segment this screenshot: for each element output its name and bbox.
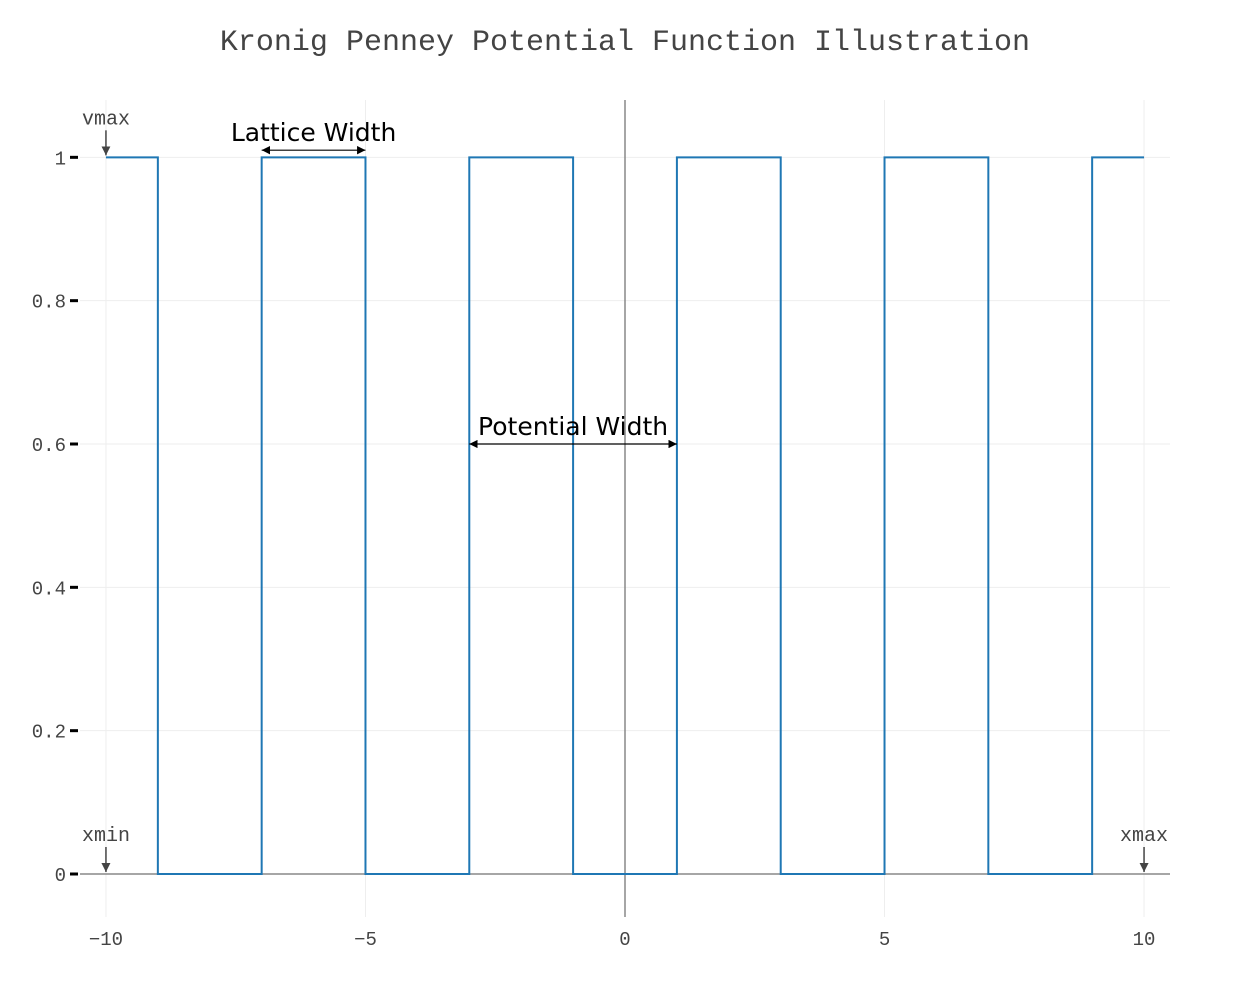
y-tick-label: 0.6 xyxy=(32,435,66,457)
x-tick-label: −10 xyxy=(89,929,123,951)
y-tick-label: 0.2 xyxy=(32,722,66,744)
x-tick-label: 5 xyxy=(879,929,890,951)
xmax-label: xmax xyxy=(1120,825,1168,848)
annotations: vmax xmin xmax Lattice Width Potential Width xyxy=(82,108,1168,872)
lattice-width-label: Lattice Width xyxy=(231,118,397,147)
xmin-label: xmin xyxy=(82,825,130,848)
potential-series-line xyxy=(105,156,1145,875)
x-tick-label: 0 xyxy=(619,929,630,951)
y-tick-label: 0.4 xyxy=(32,578,66,600)
x-tick-label: −5 xyxy=(354,929,377,951)
x-tick-label: 10 xyxy=(1133,929,1156,951)
y-tick-label: 0 xyxy=(55,865,66,887)
chart-title: Kronig Penney Potential Function Illustr… xyxy=(220,26,1030,60)
y-tick-label: 1 xyxy=(55,148,66,170)
vmax-label: vmax xyxy=(82,108,130,131)
potential-width-label: Potential Width xyxy=(478,412,668,441)
y-tick-label: 0.8 xyxy=(32,292,66,314)
series-layer xyxy=(105,156,1145,875)
axes: 0 0.2 0.4 0.6 0.8 1 −10 −5 0 5 10 xyxy=(32,100,1170,951)
